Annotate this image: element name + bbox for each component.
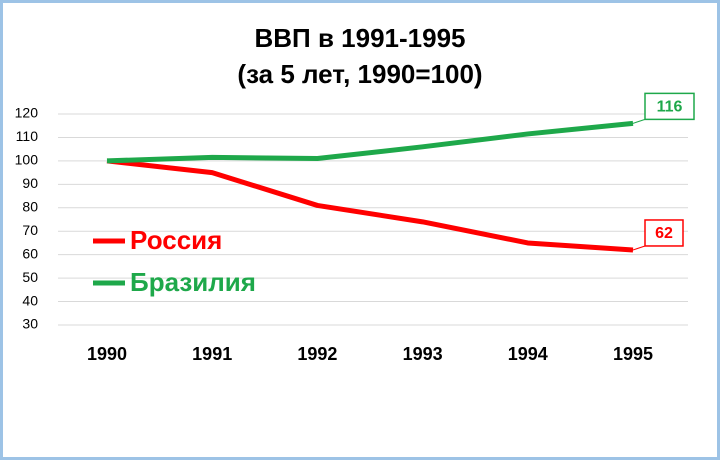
label-leader — [632, 118, 646, 124]
y-tick-label: 50 — [22, 269, 38, 285]
value-label: 116 — [657, 99, 683, 116]
series-line — [106, 120, 634, 164]
y-tick-label: 30 — [22, 316, 38, 332]
x-tick-label: 1990 — [87, 344, 127, 364]
y-tick-label: 80 — [22, 198, 38, 214]
value-label-box — [644, 219, 684, 247]
chart-title: ВВП в 1991-1995 — [254, 23, 465, 53]
y-tick-label: 70 — [22, 222, 38, 238]
y-tick-label: 120 — [15, 105, 39, 121]
value-label: 62 — [655, 225, 673, 242]
x-tick-label: 1994 — [508, 344, 548, 364]
x-tick-label: 1992 — [297, 344, 337, 364]
y-tick-label: 90 — [22, 175, 38, 191]
x-tick-label: 1991 — [192, 344, 232, 364]
y-tick-label: 110 — [16, 128, 39, 144]
x-tick-label: 1993 — [403, 344, 443, 364]
series-line — [106, 158, 634, 253]
chart-subtitle: (за 5 лет, 1990=100) — [237, 59, 482, 89]
x-tick-label: 1995 — [613, 344, 653, 364]
y-tick-label: 60 — [22, 245, 38, 261]
value-label-box — [644, 92, 695, 121]
label-leader — [632, 245, 646, 251]
y-tick-label: 40 — [22, 292, 38, 308]
legend-label: Бразилия — [130, 267, 256, 297]
legend-label: Россия — [130, 225, 222, 255]
y-tick-label: 100 — [15, 152, 39, 168]
